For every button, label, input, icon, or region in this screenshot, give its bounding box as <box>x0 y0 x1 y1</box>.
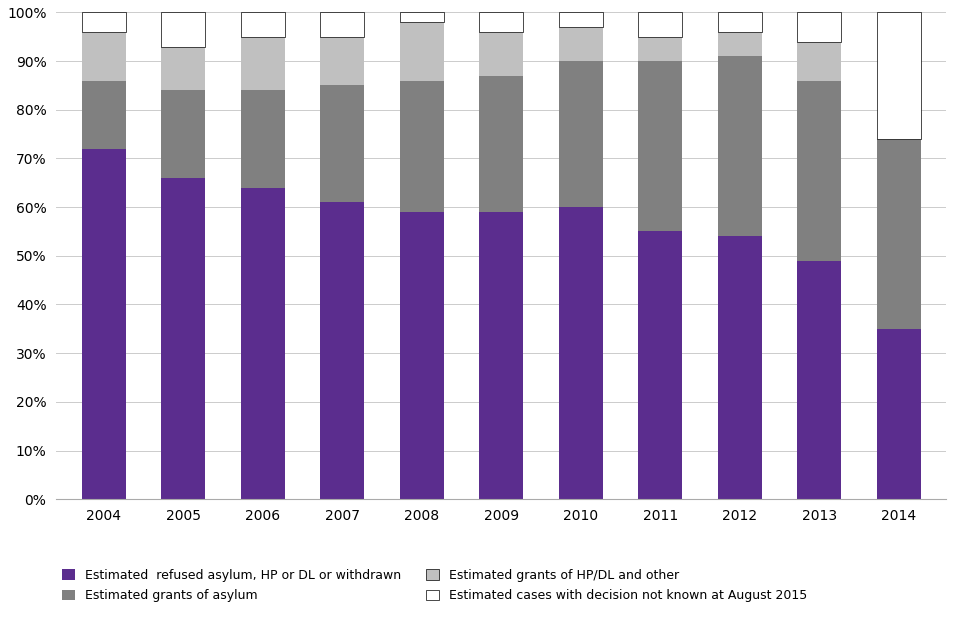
Bar <box>479 76 523 212</box>
Bar <box>798 42 841 81</box>
Bar <box>559 207 603 499</box>
Bar <box>638 36 683 61</box>
Bar <box>82 32 126 81</box>
Bar <box>718 12 761 32</box>
Bar <box>321 86 364 202</box>
Bar <box>559 61 603 207</box>
Bar <box>161 178 205 499</box>
Bar <box>321 202 364 499</box>
Bar <box>798 260 841 499</box>
Bar <box>638 12 683 36</box>
Bar <box>400 22 444 81</box>
Bar <box>876 139 921 329</box>
Bar <box>479 12 523 32</box>
Bar <box>82 148 126 499</box>
Bar <box>718 32 761 56</box>
Bar <box>241 188 285 499</box>
Bar <box>82 81 126 148</box>
Bar <box>798 81 841 260</box>
Bar <box>400 12 444 22</box>
Bar <box>161 47 205 90</box>
Bar <box>161 12 205 47</box>
Bar <box>400 212 444 499</box>
Bar <box>241 90 285 188</box>
Bar <box>479 212 523 499</box>
Bar <box>876 12 921 139</box>
Bar <box>559 27 603 61</box>
Bar <box>321 36 364 86</box>
Bar <box>241 12 285 36</box>
Bar <box>321 12 364 36</box>
Bar <box>876 329 921 499</box>
Bar <box>559 12 603 27</box>
Legend: Estimated  refused asylum, HP or DL or withdrawn, Estimated grants of asylum, Es: Estimated refused asylum, HP or DL or wi… <box>62 569 806 602</box>
Bar <box>479 32 523 76</box>
Bar <box>241 36 285 90</box>
Bar <box>638 61 683 232</box>
Bar <box>82 12 126 32</box>
Bar <box>400 81 444 212</box>
Bar <box>798 12 841 42</box>
Bar <box>718 236 761 499</box>
Bar <box>638 232 683 499</box>
Bar <box>161 90 205 178</box>
Bar <box>718 56 761 236</box>
